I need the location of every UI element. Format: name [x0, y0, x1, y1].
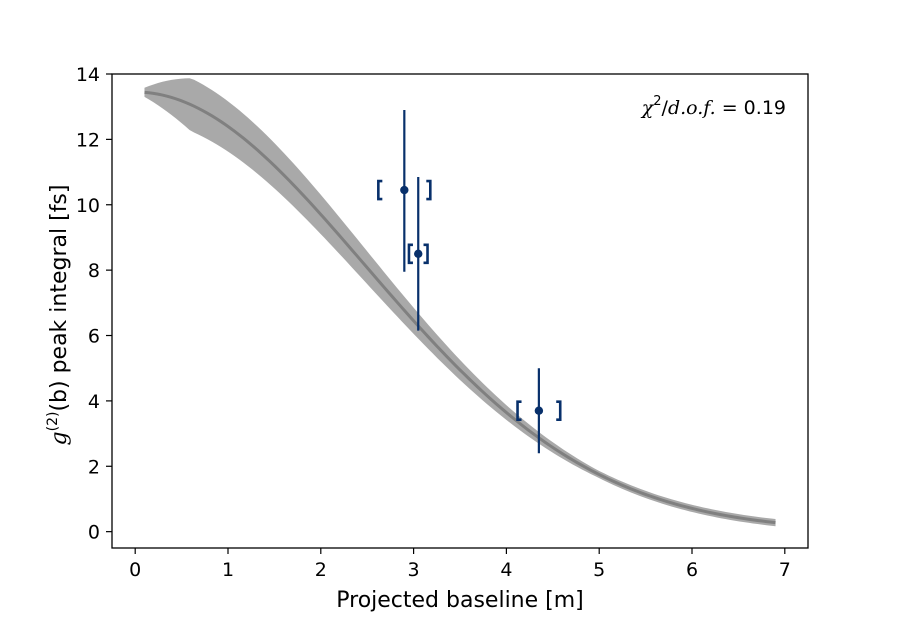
x-bracket-right — [423, 243, 429, 265]
plot-area — [144, 78, 776, 527]
y-tick-label: 10 — [76, 195, 100, 217]
y-tick-label: 2 — [88, 456, 100, 478]
x-tick-label: 4 — [500, 559, 512, 581]
x-tick-label: 2 — [315, 559, 327, 581]
x-bracket-left — [407, 243, 413, 265]
annotation-dof: d.o.f. — [668, 97, 716, 119]
x-bracket-right — [426, 179, 432, 201]
y-axis-label: g(2)(b) peak integral [fs] — [45, 185, 72, 446]
x-tick-label: 6 — [686, 559, 698, 581]
x-bracket-left — [377, 179, 383, 201]
y-tick-label: 8 — [88, 260, 100, 282]
fit-uncertainty-band — [144, 78, 776, 527]
x-axis-label: Projected baseline [m] — [336, 588, 584, 613]
x-bracket-right — [556, 400, 562, 422]
y-axis-label-superscript: (2) — [45, 412, 61, 432]
y-axis-label-symbol: g — [47, 431, 72, 445]
x-tick-label: 3 — [408, 559, 420, 581]
annotation-chi-symbol: χ — [640, 97, 655, 119]
y-tick-label: 0 — [88, 522, 100, 544]
data-point-group — [377, 109, 432, 272]
data-point-group — [407, 176, 429, 331]
data-point — [400, 185, 409, 195]
y-axis-label-rest: (b) peak integral [fs] — [47, 185, 72, 412]
data-point-group — [516, 368, 562, 454]
annotation-value: = 0.19 — [716, 97, 786, 119]
x-tick-label: 0 — [129, 559, 141, 581]
x-tick-label: 7 — [779, 559, 791, 581]
x-tick-label: 1 — [222, 559, 234, 581]
data-point — [534, 406, 544, 415]
y-tick-label: 4 — [88, 391, 100, 413]
x-bracket-left — [516, 400, 522, 422]
data-point — [414, 249, 423, 258]
fit-line — [144, 90, 776, 525]
axes-frame — [111, 73, 809, 549]
y-tick-label: 6 — [88, 326, 100, 348]
x-tick-label: 5 — [593, 559, 605, 581]
annotation-slash: / — [662, 97, 669, 119]
y-tick-label: 14 — [76, 64, 100, 86]
annotation-superscript: 2 — [653, 94, 661, 109]
chi-square-annotation: χ2/d.o.f. = 0.19 — [640, 94, 786, 119]
y-tick-label: 12 — [76, 129, 100, 151]
